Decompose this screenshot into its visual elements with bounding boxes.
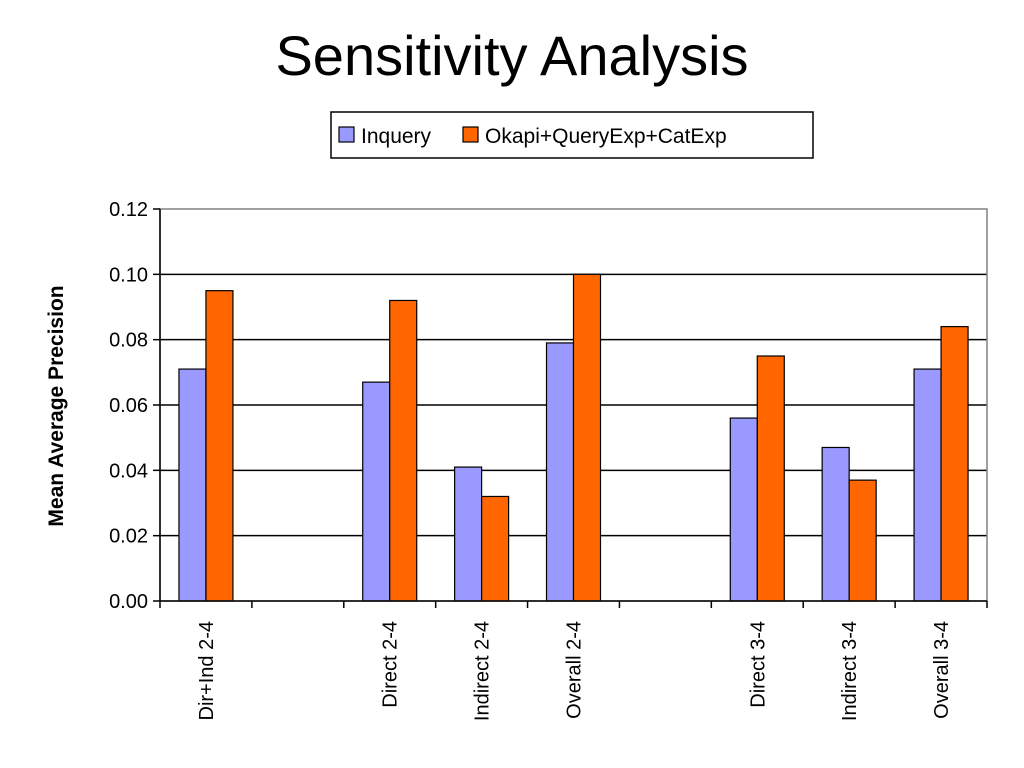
legend-swatch	[463, 127, 478, 142]
y-tick-label: 0.02	[109, 526, 148, 548]
x-tick-label: Direct 3-4	[747, 621, 769, 708]
y-tick-label: 0.12	[109, 199, 148, 221]
bar-okapi-queryexp-catexp	[574, 274, 601, 601]
bar-inquery	[179, 369, 206, 601]
legend: Inquery Okapi+QueryExp+CatExp	[331, 112, 813, 158]
bar-inquery	[547, 343, 574, 601]
bar-inquery	[822, 447, 849, 601]
legend-swatch	[339, 127, 354, 142]
bar-okapi-queryexp-catexp	[206, 291, 233, 601]
bar-okapi-queryexp-catexp	[757, 356, 784, 601]
x-tick-label: Overall 2-4	[564, 621, 586, 719]
bar-inquery	[730, 418, 757, 601]
x-tick-label: Dir+Ind 2-4	[196, 621, 218, 721]
y-tick-label: 0.08	[109, 330, 148, 352]
bar-okapi-queryexp-catexp	[482, 496, 509, 601]
bar-okapi-queryexp-catexp	[849, 480, 876, 601]
x-tick-label: Indirect 3-4	[839, 621, 861, 721]
x-tick-label: Direct 2-4	[380, 621, 402, 708]
legend-label: Okapi+QueryExp+CatExp	[485, 125, 727, 148]
y-tick-label: 0.10	[109, 264, 148, 286]
y-axis-title: Mean Average Precision	[45, 285, 68, 526]
bar-inquery	[914, 369, 941, 601]
y-tick-label: 0.04	[109, 460, 148, 482]
bar-inquery	[455, 467, 482, 601]
x-tick-label: Overall 3-4	[931, 621, 953, 719]
legend-label: Inquery	[361, 125, 432, 148]
x-tick-label: Indirect 2-4	[472, 621, 494, 721]
bar-okapi-queryexp-catexp	[390, 300, 417, 601]
bar-chart: Inquery Okapi+QueryExp+CatExp 0.000.020.0…	[0, 0, 1024, 768]
x-axis-ticks: Dir+Ind 2-4 Direct 2-4 Indirect 2-4 Overall…	[160, 601, 987, 721]
bars	[179, 274, 968, 601]
y-axis-ticks: 0.00 0.02 0.04 0.06 0.08 0.10 0.12	[109, 199, 160, 613]
y-tick-label: 0.00	[109, 591, 148, 613]
bar-inquery	[363, 382, 390, 601]
bar-okapi-queryexp-catexp	[941, 327, 968, 601]
y-tick-label: 0.06	[109, 395, 148, 417]
